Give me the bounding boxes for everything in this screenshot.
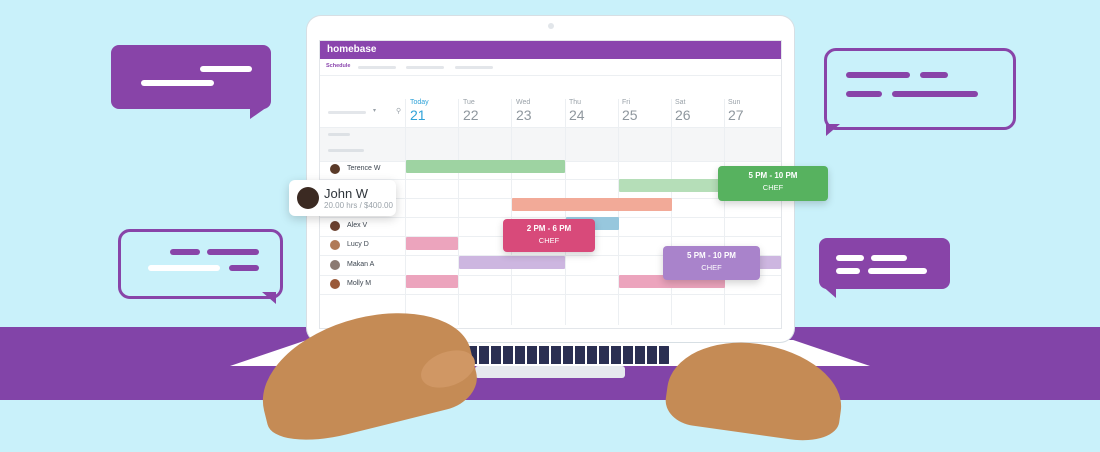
chat-line (200, 66, 252, 72)
day-header: Thu 24 (569, 99, 585, 123)
chat-bubble-filled (819, 238, 950, 289)
employee-card-name: John W (324, 186, 369, 201)
chat-bubble-outline (824, 48, 1016, 130)
shift-block[interactable] (619, 179, 724, 192)
employee-card-summary: 20.00 hrs / $400.00 (324, 201, 393, 210)
grid-line (320, 217, 781, 218)
employee-name: Lucy D (347, 241, 369, 248)
shift-time: 5 PM - 10 PM (748, 171, 798, 180)
day-header: Fri 25 (622, 99, 638, 123)
shift-block[interactable] (406, 160, 565, 173)
chat-bubble-outline (118, 229, 283, 299)
employee-name: Terence W (347, 165, 381, 172)
shift-role: CHEF (762, 183, 784, 192)
grid-line (618, 99, 619, 325)
chat-line (892, 91, 978, 97)
day-header: Sat 26 (675, 99, 691, 123)
summary-band (320, 127, 781, 161)
laptop-keyboard (455, 346, 670, 364)
day-header: Sun 27 (728, 99, 744, 123)
grid-line (320, 127, 781, 128)
grid-line (320, 179, 781, 180)
chat-line (207, 249, 259, 255)
grid-line (724, 99, 725, 325)
shift-block[interactable] (406, 275, 458, 288)
chat-line (170, 249, 200, 255)
employee-name: Makan A (347, 261, 375, 268)
summary-placeholder (328, 149, 364, 152)
laptop-trackpad (475, 366, 625, 378)
grid-line (671, 99, 672, 325)
tab-schedule[interactable]: Schedule (326, 63, 351, 69)
avatar (330, 279, 340, 289)
employee-name: Alex V (347, 222, 368, 229)
day-header: Tue 22 (463, 99, 479, 123)
avatar (330, 240, 340, 250)
search-icon[interactable]: ⚲ (396, 108, 402, 115)
grid-line (405, 99, 406, 325)
chat-line (229, 265, 259, 271)
employee-row[interactable]: Makan A (320, 256, 405, 275)
employee-row[interactable]: Molly M (320, 275, 405, 294)
app-header: homebase (320, 41, 781, 59)
employee-row[interactable]: Alex V (320, 217, 405, 236)
avatar (330, 164, 340, 174)
chat-line (836, 268, 860, 274)
camera-icon (548, 23, 554, 29)
avatar (330, 260, 340, 270)
chat-bubble-tail (250, 105, 270, 119)
chat-bubble-tail (262, 292, 276, 304)
tab-placeholder[interactable] (406, 66, 444, 69)
chat-line (868, 268, 927, 274)
chat-line (846, 91, 882, 97)
shift-block[interactable] (406, 237, 458, 250)
employee-card[interactable]: John W 20.00 hrs / $400.00 (289, 180, 396, 216)
brand-logo: homebase (327, 44, 377, 55)
grid-line (320, 255, 781, 256)
shift-role: CHEF (701, 263, 722, 272)
grid-line (511, 99, 512, 325)
chat-bubble-tail (820, 284, 836, 298)
shift-popup[interactable]: 2 PM - 6 PM CHEF (503, 219, 595, 252)
chat-bubble-filled (111, 45, 271, 109)
shift-popup[interactable]: 5 PM - 10 PM CHEF (718, 166, 828, 201)
chat-line (836, 255, 864, 261)
employee-row[interactable]: Lucy D (320, 236, 405, 255)
summary-placeholder (328, 133, 350, 136)
shift-time: 5 PM - 10 PM (687, 251, 736, 260)
shift-time: 2 PM - 6 PM (526, 224, 572, 233)
tab-placeholder[interactable] (358, 66, 396, 69)
employee-row[interactable]: Terence W (320, 160, 405, 179)
grid-line (458, 99, 459, 325)
shift-popup[interactable]: 5 PM - 10 PM CHEF (663, 246, 760, 280)
shift-role: CHEF (538, 236, 560, 245)
chevron-down-icon[interactable]: ▾ (373, 108, 377, 114)
filter-dropdown[interactable] (328, 111, 366, 114)
chat-bubble-tail (826, 124, 840, 136)
shift-block[interactable] (459, 256, 565, 269)
divider (320, 75, 781, 76)
avatar (330, 221, 340, 231)
chat-line (141, 80, 214, 86)
chat-line (846, 72, 910, 78)
avatar (297, 187, 319, 209)
day-header: Today 21 (410, 99, 429, 123)
grid-line (320, 294, 781, 295)
chat-line (148, 265, 220, 271)
chat-line (871, 255, 907, 261)
tab-placeholder[interactable] (455, 66, 493, 69)
grid-line (320, 275, 781, 276)
chat-line (920, 72, 948, 78)
grid-line (565, 99, 566, 325)
employee-name: Molly M (347, 280, 372, 287)
shift-block[interactable] (512, 198, 672, 211)
day-header: Wed 23 (516, 99, 532, 123)
